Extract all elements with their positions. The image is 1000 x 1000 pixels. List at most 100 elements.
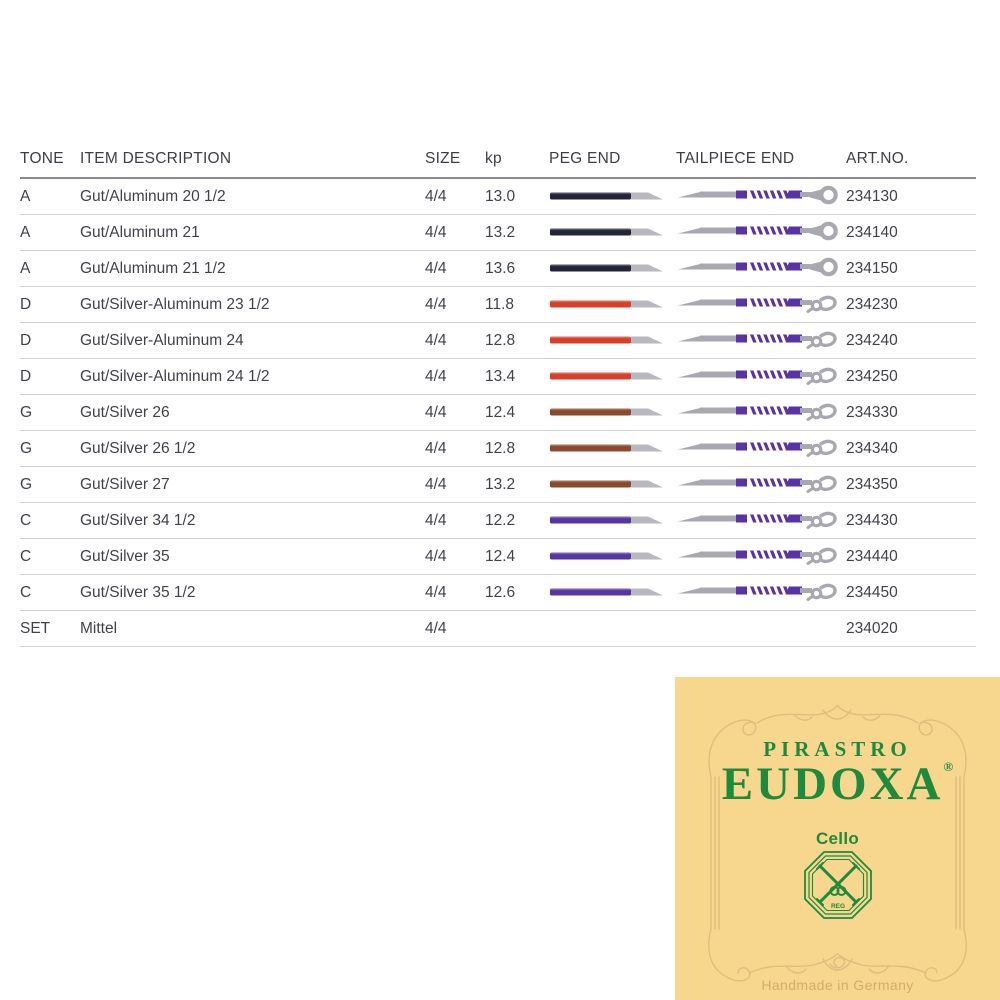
tone-cell: G bbox=[20, 394, 80, 431]
item-description-cell: Gut/Silver 35 bbox=[80, 538, 425, 575]
kp-cell: 12.4 bbox=[485, 394, 549, 431]
table-row: D Gut/Silver-Aluminum 24 1/2 4/4 13.4 23425… bbox=[20, 358, 976, 395]
tailpiece-end-cell bbox=[676, 214, 846, 251]
header-item-description: ITEM DESCRIPTION bbox=[80, 146, 425, 179]
art-no-cell: 234130 bbox=[846, 178, 976, 215]
item-description-cell: Gut/Aluminum 21 1/2 bbox=[80, 250, 425, 287]
size-cell: 4/4 bbox=[425, 502, 485, 539]
registered-trademark-symbol: ® bbox=[943, 759, 954, 774]
art-no-cell: 234240 bbox=[846, 322, 976, 359]
table-row: D Gut/Silver-Aluminum 23 1/2 4/4 11.8 23423… bbox=[20, 286, 976, 323]
tone-cell: C bbox=[20, 538, 80, 575]
item-description-cell: Gut/Aluminum 20 1/2 bbox=[80, 178, 425, 215]
art-no-cell: 234450 bbox=[846, 574, 976, 611]
item-description-cell: Gut/Silver-Aluminum 24 bbox=[80, 322, 425, 359]
table-row: A Gut/Aluminum 21 4/4 13.2 234140 bbox=[20, 214, 976, 251]
kp-cell: 12.6 bbox=[485, 574, 549, 611]
item-description-cell: Gut/Silver 26 1/2 bbox=[80, 430, 425, 467]
size-cell: 4/4 bbox=[425, 394, 485, 431]
peg-end-illustration bbox=[550, 480, 663, 488]
emblem-reg-text: REG bbox=[830, 903, 844, 910]
peg-end-illustration bbox=[550, 300, 663, 308]
tailpiece-end-illustration bbox=[678, 331, 837, 349]
table-row: A Gut/Aluminum 21 1/2 4/4 13.6 234150 bbox=[20, 250, 976, 287]
peg-end-cell bbox=[549, 610, 676, 647]
header-tone: TONE bbox=[20, 146, 80, 179]
peg-end-illustration bbox=[550, 264, 663, 272]
item-description-cell: Gut/Silver-Aluminum 24 1/2 bbox=[80, 358, 425, 395]
size-cell: 4/4 bbox=[425, 286, 485, 323]
art-no-cell: 234230 bbox=[846, 286, 976, 323]
table-row: C Gut/Silver 35 1/2 4/4 12.6 234450 bbox=[20, 574, 976, 611]
tailpiece-end-cell bbox=[676, 502, 846, 539]
tone-cell: SET bbox=[20, 610, 80, 647]
header-tailpiece-end: TAILPIECE END bbox=[676, 146, 846, 179]
header-art-no: ART.NO. bbox=[846, 146, 976, 179]
peg-end-cell bbox=[549, 322, 676, 359]
tailpiece-end-illustration bbox=[678, 403, 837, 421]
peg-end-illustration bbox=[550, 588, 663, 596]
tailpiece-end-cell bbox=[676, 430, 846, 467]
size-cell: 4/4 bbox=[425, 214, 485, 251]
art-no-cell: 234140 bbox=[846, 214, 976, 251]
label-ornate-border bbox=[708, 705, 967, 982]
tone-cell: G bbox=[20, 430, 80, 467]
spec-table-body: A Gut/Aluminum 20 1/2 4/4 13.0 234130 A Gut/A… bbox=[20, 178, 976, 647]
tailpiece-end-cell bbox=[676, 358, 846, 395]
tone-cell: C bbox=[20, 502, 80, 539]
tailpiece-end-illustration bbox=[678, 439, 837, 457]
table-row: A Gut/Aluminum 20 1/2 4/4 13.0 234130 bbox=[20, 178, 976, 215]
tone-cell: D bbox=[20, 322, 80, 359]
kp-cell: 13.0 bbox=[485, 178, 549, 215]
item-description-cell: Gut/Silver 27 bbox=[80, 466, 425, 503]
art-no-cell: 234430 bbox=[846, 502, 976, 539]
peg-end-cell bbox=[549, 250, 676, 287]
instrument-name: Cello bbox=[815, 829, 860, 848]
art-no-cell: 234330 bbox=[846, 394, 976, 431]
table-row: C Gut/Silver 35 4/4 12.4 234440 bbox=[20, 538, 976, 575]
art-no-cell: 234150 bbox=[846, 250, 976, 287]
size-cell: 4/4 bbox=[425, 178, 485, 215]
tone-cell: C bbox=[20, 574, 80, 611]
header-peg-end: PEG END bbox=[549, 146, 676, 179]
kp-cell: 12.4 bbox=[485, 538, 549, 575]
peg-end-illustration bbox=[550, 444, 663, 452]
kp-cell: 11.8 bbox=[485, 286, 549, 323]
tailpiece-end-illustration bbox=[678, 295, 837, 313]
tailpiece-end-cell bbox=[676, 394, 846, 431]
item-description-cell: Gut/Silver 34 1/2 bbox=[80, 502, 425, 539]
tailpiece-end-illustration bbox=[678, 583, 837, 601]
kp-cell: 13.6 bbox=[485, 250, 549, 287]
peg-end-cell bbox=[549, 178, 676, 215]
peg-end-illustration bbox=[550, 192, 663, 200]
tone-cell: A bbox=[20, 178, 80, 215]
table-row: G Gut/Silver 26 4/4 12.4 234330 bbox=[20, 394, 976, 431]
tailpiece-end-illustration bbox=[678, 221, 838, 240]
art-no-cell: 234020 bbox=[846, 610, 976, 647]
tailpiece-end-cell bbox=[676, 466, 846, 503]
table-row: C Gut/Silver 34 1/2 4/4 12.2 234430 bbox=[20, 502, 976, 539]
table-header-row: TONE ITEM DESCRIPTION SIZE kp PEG END TA… bbox=[20, 146, 976, 179]
peg-end-illustration bbox=[550, 408, 663, 416]
header-kp: kp bbox=[485, 146, 549, 179]
item-description-cell: Gut/Silver 26 bbox=[80, 394, 425, 431]
size-cell: 4/4 bbox=[425, 322, 485, 359]
tailpiece-end-cell bbox=[676, 322, 846, 359]
tailpiece-end-cell bbox=[676, 610, 846, 647]
peg-end-illustration bbox=[550, 516, 663, 524]
tailpiece-end-illustration bbox=[678, 511, 837, 529]
table-row: G Gut/Silver 27 4/4 13.2 234350 bbox=[20, 466, 976, 503]
tone-cell: G bbox=[20, 466, 80, 503]
art-no-cell: 234350 bbox=[846, 466, 976, 503]
kp-cell: 13.2 bbox=[485, 466, 549, 503]
peg-end-cell bbox=[549, 286, 676, 323]
header-size: SIZE bbox=[425, 146, 485, 179]
handmade-text: Handmade in Germany bbox=[761, 977, 914, 993]
tone-cell: A bbox=[20, 250, 80, 287]
peg-end-cell bbox=[549, 394, 676, 431]
size-cell: 4/4 bbox=[425, 610, 485, 647]
string-spec-table: TONE ITEM DESCRIPTION SIZE kp PEG END TA… bbox=[20, 146, 976, 647]
kp-cell: 13.2 bbox=[485, 214, 549, 251]
peg-end-illustration bbox=[550, 336, 663, 344]
tailpiece-end-illustration bbox=[678, 367, 837, 385]
